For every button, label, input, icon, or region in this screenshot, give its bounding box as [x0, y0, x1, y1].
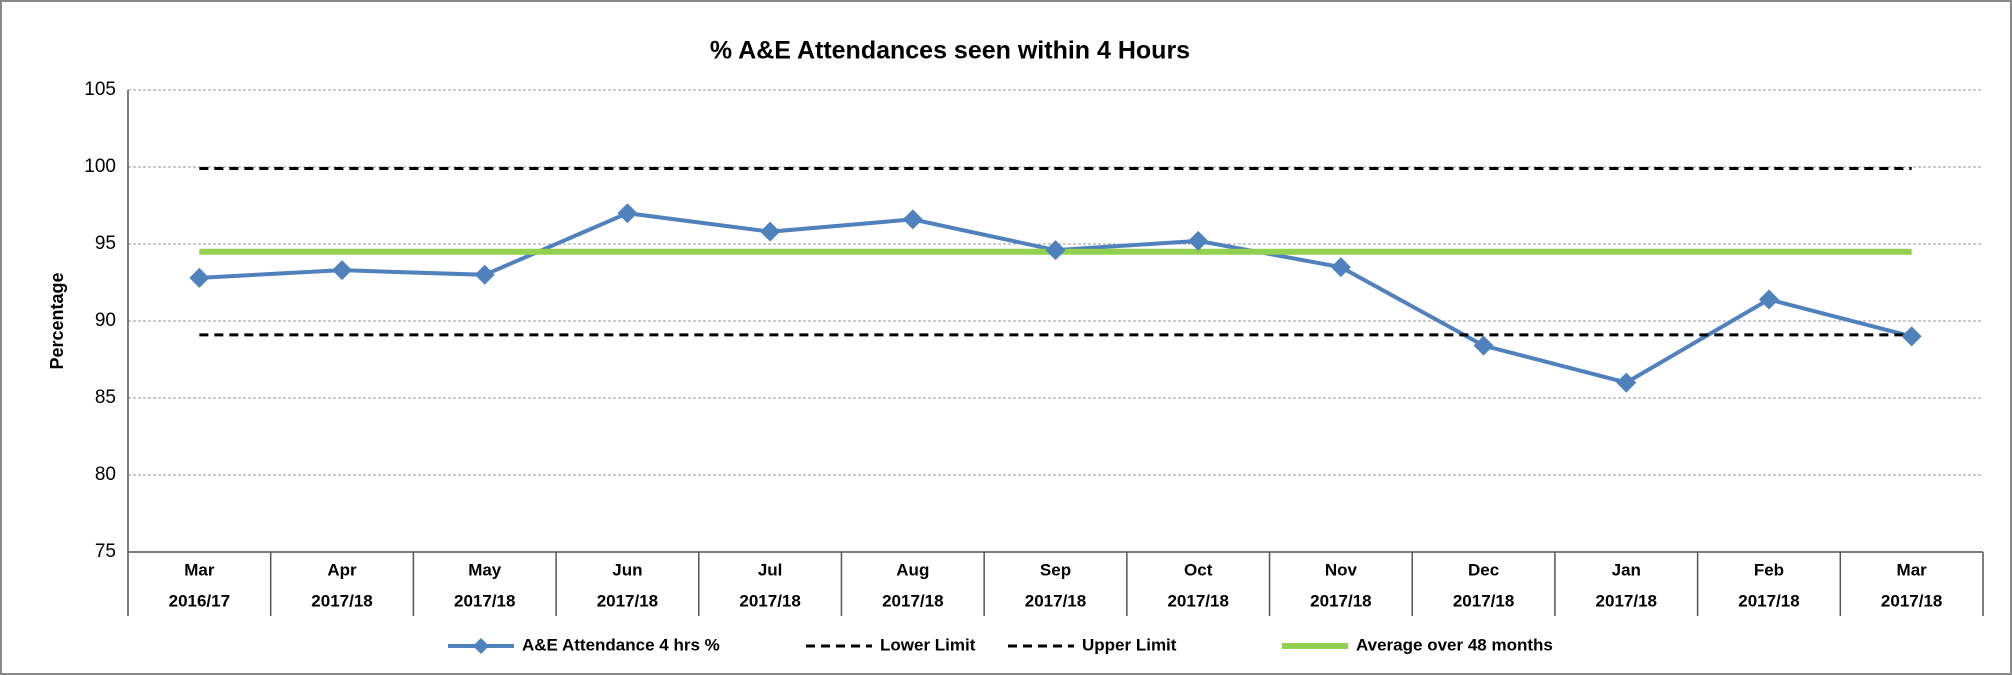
legend-label: Upper Limit	[1082, 635, 1177, 654]
y-axis-label: Percentage	[47, 272, 67, 369]
x-tick-label: Apr	[327, 560, 357, 579]
data-point	[1188, 230, 1209, 251]
legend-label: Average over 48 months	[1356, 635, 1553, 654]
x-tick-label: Aug	[896, 560, 929, 579]
x-tick-label: Jan	[1612, 560, 1641, 579]
legend-marker	[473, 638, 489, 654]
x-tick-label: 2016/17	[169, 591, 230, 610]
x-tick-label: 2017/18	[1167, 591, 1228, 610]
y-tick-label: 95	[95, 233, 116, 254]
y-tick-label: 80	[95, 464, 116, 485]
y-tick-label: 100	[84, 156, 116, 177]
x-tick-label: 2017/18	[1025, 591, 1086, 610]
x-tick-label: Mar	[184, 560, 215, 579]
chart-title: % A&E Attendances seen within 4 Hours	[710, 37, 1190, 65]
data-point	[1330, 257, 1351, 278]
x-tick-label: Feb	[1754, 560, 1784, 579]
data-point	[1758, 289, 1779, 310]
x-tick-label: Nov	[1325, 560, 1358, 579]
x-tick-label: May	[468, 560, 502, 579]
y-tick-label: 85	[95, 387, 116, 408]
x-tick-label: Sep	[1040, 560, 1071, 579]
data-point	[1045, 240, 1066, 261]
x-tick-label: 2017/18	[454, 591, 515, 610]
x-tick-label: 2017/18	[1310, 591, 1371, 610]
x-tick-label: 2017/18	[1596, 591, 1657, 610]
data-point	[1616, 372, 1637, 393]
x-tick-label: 2017/18	[882, 591, 943, 610]
data-point	[189, 267, 210, 288]
x-tick-label: 2017/18	[1453, 591, 1514, 610]
x-tick-label: 2017/18	[311, 591, 372, 610]
x-tick-label: Mar	[1897, 560, 1928, 579]
x-tick-label: Jul	[758, 560, 783, 579]
x-tick-label: Jun	[612, 560, 642, 579]
data-point	[1901, 326, 1922, 347]
x-tick-label: 2017/18	[1881, 591, 1942, 610]
x-tick-label: 2017/18	[597, 591, 658, 610]
y-tick-label: 105	[84, 79, 116, 100]
x-tick-label: Oct	[1184, 560, 1213, 579]
x-tick-label: 2017/18	[739, 591, 800, 610]
data-point	[760, 221, 781, 242]
data-point	[617, 203, 638, 224]
x-tick-label: Dec	[1468, 560, 1499, 579]
data-point	[332, 260, 353, 281]
legend-label: A&E Attendance 4 hrs %	[522, 635, 720, 654]
data-point	[902, 209, 923, 230]
y-tick-label: 75	[95, 541, 116, 562]
data-point	[474, 264, 495, 285]
x-tick-label: 2017/18	[1738, 591, 1799, 610]
data-point	[1473, 335, 1494, 356]
y-tick-label: 90	[95, 310, 116, 331]
legend-label: Lower Limit	[880, 635, 976, 654]
